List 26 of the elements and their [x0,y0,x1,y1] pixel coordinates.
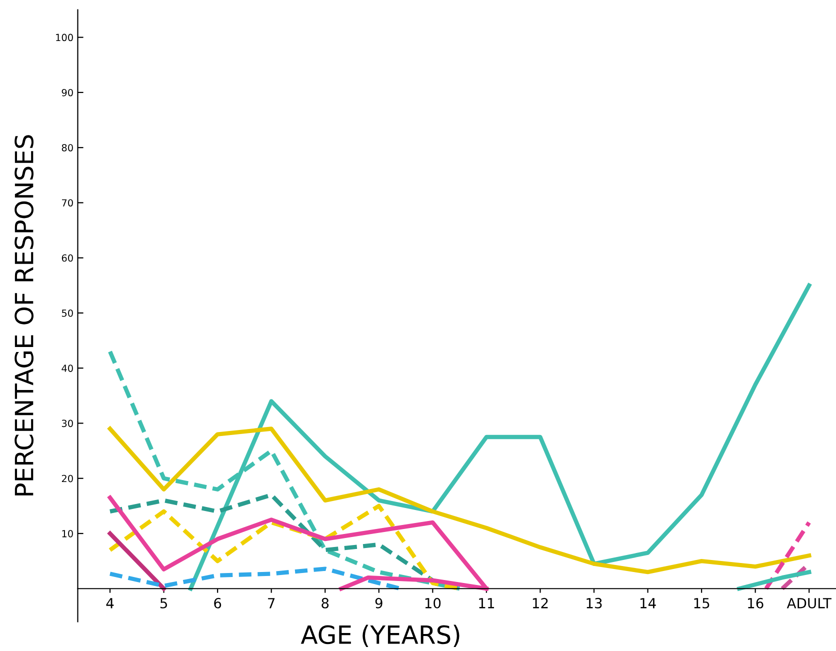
x-tick-label: 12 [532,598,548,608]
x-tick-label: 15 [694,598,710,608]
x-tick-label: 9 [375,598,382,608]
x-tick-label: 5 [160,598,167,608]
x-tick-label: 16 [748,598,764,608]
y-tick-label: 30 [62,420,73,428]
y-tick-label: 80 [62,144,73,152]
y-tick-label: 50 [62,309,73,317]
y-tick-label: 20 [62,474,73,482]
x-tick-label: 10 [425,598,441,608]
y-tick-label: 90 [62,88,73,96]
y-tick-label: 100 [56,34,73,42]
y-tick-label: 70 [62,199,73,207]
y-tick-label: 60 [62,254,73,262]
x-tick-label: 7 [268,598,275,608]
x-tick-label: 11 [479,598,494,608]
x-tick-label: 13 [586,598,602,608]
x-tick-label: 4 [106,598,114,608]
x-tick-label: 8 [322,598,329,608]
x-axis-title: AGE (YEARS) [300,624,460,648]
x-tick-label: 6 [214,598,222,608]
y-tick-label: 40 [62,364,73,372]
y-tick-label: 10 [62,530,73,538]
x-tick-label: 14 [640,598,656,608]
y-axis-title: PERCENTAGE OF RESPONSES [14,135,34,496]
x-tick-label: ADULT [786,598,832,608]
